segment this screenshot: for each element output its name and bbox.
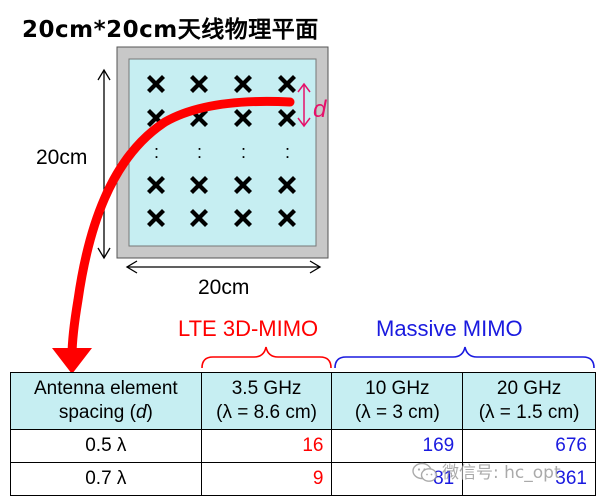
header-antenna-spacing-line2: spacing (	[58, 402, 136, 423]
row-label-0-5-lambda: 0.5 λ	[10, 429, 202, 463]
table-header-row: Antenna element spacing (d) 3.5 GHz (λ =…	[10, 372, 596, 430]
header-10ghz: 10 GHz (λ = 3 cm)	[331, 372, 464, 430]
antenna-element-icon	[234, 209, 252, 227]
width-dimension-arrow	[125, 260, 322, 274]
cell-20ghz-0-5: 676	[462, 429, 596, 463]
antenna-element-icon	[234, 75, 252, 93]
antenna-element-icon	[234, 109, 252, 127]
antenna-element-grid	[147, 75, 296, 227]
antenna-grid-ellipsis: ::::	[154, 142, 290, 162]
header-20ghz-lambda: (λ = 1.5 cm)	[478, 402, 580, 423]
header-10ghz-freq: 10 GHz	[365, 378, 430, 399]
antenna-element-icon	[190, 209, 208, 227]
row-label-0-7-lambda: 0.7 λ	[10, 462, 202, 496]
antenna-element-icon	[190, 176, 208, 194]
cell-3-5ghz-0-7: 9	[200, 462, 333, 496]
watermark-text: 微信号: hc_opt	[442, 463, 561, 483]
table-row: 0.7 λ 9 81 361	[10, 462, 596, 496]
header-20ghz-freq: 20 GHz	[496, 378, 562, 399]
ellipsis-dots: :	[285, 142, 290, 162]
ellipsis-dots: :	[241, 142, 246, 162]
antenna-element-icon	[278, 209, 296, 227]
cell-10ghz-0-7: 81	[331, 462, 464, 496]
spacing-d-arrow	[297, 82, 311, 128]
antenna-element-icon	[278, 176, 296, 194]
table-row: 0.5 λ 16 169 676	[10, 429, 596, 463]
height-label: 20cm	[36, 146, 88, 169]
antenna-element-icon	[278, 109, 296, 127]
height-dimension-arrow	[97, 68, 111, 260]
antenna-element-icon	[147, 176, 165, 194]
header-10ghz-lambda: (λ = 3 cm)	[354, 402, 440, 423]
massive-mimo-brace	[334, 346, 595, 369]
header-d-symbol: d	[135, 402, 147, 423]
wechat-watermark: 微信号: hc_opt	[412, 458, 561, 484]
antenna-element-icon	[147, 75, 165, 93]
cell-3-5ghz-0-5: 16	[200, 429, 333, 463]
header-3-5ghz: 3.5 GHz (λ = 8.6 cm)	[200, 372, 333, 430]
lte-brace	[201, 346, 332, 369]
figure-title: 20cm*20cm天线物理平面	[22, 17, 319, 43]
wechat-icon	[412, 462, 438, 482]
header-antenna-spacing: Antenna element spacing (d)	[10, 372, 202, 430]
cell-10ghz-0-5: 169	[331, 429, 464, 463]
header-3-5ghz-lambda: (λ = 8.6 cm)	[216, 402, 317, 423]
header-20ghz: 20 GHz (λ = 1.5 cm)	[462, 372, 596, 430]
ellipsis-dots: :	[154, 142, 159, 162]
header-antenna-spacing-line1: Antenna element	[34, 378, 178, 399]
header-antenna-spacing-tail: )	[146, 402, 153, 423]
width-label: 20cm	[198, 276, 250, 299]
cell-20ghz-0-7: 361	[462, 462, 596, 496]
massive-mimo-label: Massive MIMO	[376, 316, 523, 341]
spacing-d-label: d	[313, 96, 327, 123]
antenna-element-icon	[190, 75, 208, 93]
red-pointer-arrow-head	[52, 348, 92, 374]
element-count-table: Antenna element spacing (d) 3.5 GHz (λ =…	[10, 372, 596, 496]
red-pointer-arrow-curve	[67, 96, 295, 361]
header-3-5ghz-freq: 3.5 GHz	[231, 378, 302, 399]
antenna-element-icon	[278, 75, 296, 93]
lte-3d-mimo-label: LTE 3D-MIMO	[178, 316, 319, 341]
antenna-element-icon	[147, 209, 165, 227]
antenna-element-icon	[234, 176, 252, 194]
ellipsis-dots: :	[197, 142, 202, 162]
